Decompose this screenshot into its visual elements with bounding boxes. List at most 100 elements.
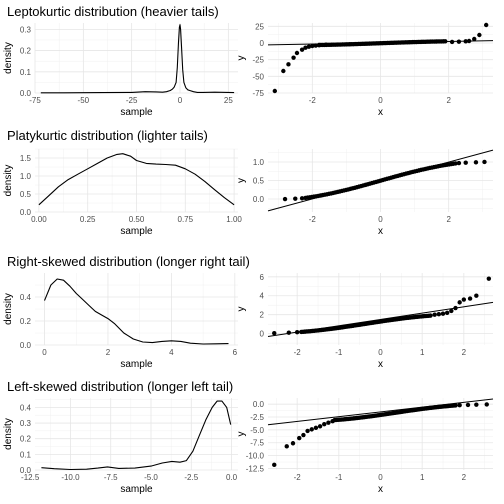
x-tick-label: 0.00 xyxy=(31,215,47,224)
y-tick-label: 0.4 xyxy=(20,293,32,302)
x-tick-label: 1.00 xyxy=(226,215,242,224)
x-tick-label: 6 xyxy=(233,348,238,357)
y-tick-label: 0.0 xyxy=(20,341,32,350)
x-tick-label: 2 xyxy=(462,473,467,482)
y-tick-label: 0.3 xyxy=(20,419,32,428)
qq-point xyxy=(297,435,302,441)
x-tick-label: 0 xyxy=(378,96,383,105)
y-tick-label: 0.5 xyxy=(20,190,32,199)
panel-title: Leptokurtic distribution (heavier tails) xyxy=(7,4,219,19)
qq-point xyxy=(465,402,471,408)
qq-point xyxy=(457,300,462,305)
qq-point xyxy=(444,310,450,315)
x-axis-label: x xyxy=(378,484,383,495)
x-tick-label: -75 xyxy=(29,96,41,105)
qq-point xyxy=(436,312,442,317)
y-tick-label: 0.0 xyxy=(253,195,265,204)
y-axis-label: density xyxy=(3,165,14,197)
y-axis-label: density xyxy=(3,42,14,74)
qq-point xyxy=(293,196,298,201)
x-tick-label: 0.75 xyxy=(178,215,194,224)
qq-point xyxy=(316,42,322,48)
x-tick-label: 1 xyxy=(420,473,425,482)
y-tick-label: 0.2 xyxy=(20,47,32,56)
x-tick-label: -2.5 xyxy=(184,473,198,482)
qq-point xyxy=(440,311,446,316)
qq-point xyxy=(477,32,482,38)
x-tick-label: -1 xyxy=(335,473,343,482)
y-tick-label: 0.5 xyxy=(253,177,265,186)
x-tick-label: -12.5 xyxy=(21,473,40,482)
platy_density-panel: 0.00 0.25 0.50 0.75 1.00 0.0 0.5 1.0 1.5 sample de… xyxy=(3,128,242,237)
qq-point xyxy=(286,330,292,335)
y-tick-label: 0.0 xyxy=(20,466,32,475)
x-tick-label: -2 xyxy=(294,473,302,482)
x-tick-label: 2 xyxy=(446,96,451,105)
x-tick-label: 4 xyxy=(169,348,174,357)
qq-point xyxy=(305,428,310,434)
platy_qq-panel: -2 0 2 0.0 0.5 1.0 x y xyxy=(236,149,494,237)
panel-title: Platykurtic distribution (lighter tails) xyxy=(7,128,208,143)
qq-point xyxy=(449,39,455,45)
x-tick-label: 0.0 xyxy=(226,473,238,482)
y-axis-label: density xyxy=(3,418,14,450)
qq-point xyxy=(453,161,458,166)
qq-point xyxy=(290,441,296,446)
density-curve xyxy=(40,24,235,94)
x-axis-label: sample xyxy=(120,226,153,237)
y-tick-label: -10.0 xyxy=(246,452,265,461)
qq-point xyxy=(330,418,335,424)
x-tick-label: -25 xyxy=(126,96,138,105)
y-tick-label: 0.1 xyxy=(20,68,32,77)
qq-point xyxy=(473,160,479,165)
x-tick-label: -7.5 xyxy=(104,473,118,482)
density-curve xyxy=(43,278,229,345)
y-tick-label: 0.2 xyxy=(20,317,32,326)
qq-point xyxy=(443,39,448,44)
qq-point xyxy=(474,402,479,407)
y-tick-label: -2.5 xyxy=(250,413,264,422)
qq-point xyxy=(272,88,278,94)
y-tick-label: 25 xyxy=(255,22,264,31)
qq-point xyxy=(309,427,314,432)
density-curve xyxy=(38,153,235,206)
y-tick-label: 0.1 xyxy=(20,450,32,459)
qq-point xyxy=(482,159,487,165)
qq-point xyxy=(306,44,312,49)
x-tick-label: 0 xyxy=(42,348,47,357)
x-tick-label: 0 xyxy=(378,348,383,357)
y-axis-label: density xyxy=(3,293,14,325)
qq-point xyxy=(272,462,277,468)
qq-point xyxy=(291,55,296,60)
x-tick-label: -2 xyxy=(309,96,317,105)
x-tick-label: -50 xyxy=(78,96,90,105)
y-tick-label: 0.4 xyxy=(20,403,32,412)
qq-point xyxy=(299,196,305,201)
qq-point xyxy=(432,312,437,317)
qq-point xyxy=(453,305,458,311)
qq-point xyxy=(282,196,288,202)
qq-point xyxy=(272,330,277,336)
qq-point xyxy=(317,424,323,429)
qq-point xyxy=(286,62,291,67)
x-tick-label: -2 xyxy=(309,215,317,224)
y-axis-label: y xyxy=(236,178,247,183)
y-axis-label: y xyxy=(236,56,247,61)
qq-point xyxy=(486,276,492,281)
y-tick-label: 0.0 xyxy=(20,89,32,98)
qq-point xyxy=(483,22,489,28)
x-tick-label: -2 xyxy=(294,348,302,357)
y-tick-label: 2 xyxy=(260,311,265,320)
qq-point xyxy=(281,68,286,74)
y-tick-label: -7.5 xyxy=(250,439,264,448)
x-axis-label: sample xyxy=(120,107,153,118)
y-tick-label: -25 xyxy=(252,56,264,65)
x-tick-label: 2 xyxy=(446,215,451,224)
x-axis-label: x xyxy=(378,359,383,370)
right_density-panel: 0 2 4 6 0.0 0.2 0.4 sample density Right-skewed d… xyxy=(3,254,250,370)
x-axis-label: sample xyxy=(120,359,153,370)
qq-point xyxy=(284,444,289,449)
x-tick-label: 0.50 xyxy=(129,215,145,224)
y-tick-label: 1.0 xyxy=(253,158,265,167)
qq-point xyxy=(453,403,458,408)
